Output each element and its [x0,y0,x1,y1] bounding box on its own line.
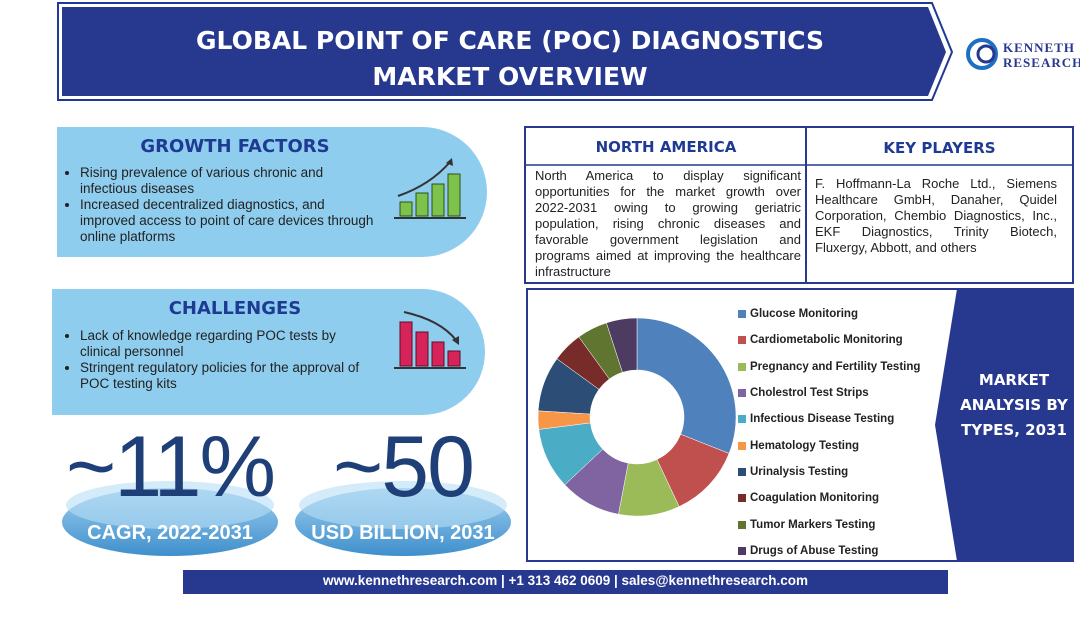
legend-label: Drugs of Abuse Testing [750,544,879,557]
footer-text: www.kennethresearch.com | +1 313 462 060… [322,573,809,588]
logo-mark-inner [976,44,996,64]
north-america-text: North America to display significant opp… [535,168,801,279]
logo-text: KENNETH [1003,40,1076,55]
legend-label: Pregnancy and Fertility Testing [750,360,921,373]
legend-swatch [738,467,746,476]
legend-item: Hematology Testing [738,432,938,458]
legend-swatch [738,415,746,424]
legend-swatch [738,389,746,398]
logo-text: RESEARCH [1003,55,1080,70]
growth-title: GROWTH FACTORS [140,136,330,157]
legend-label: Cardiometabolic Monitoring [750,334,903,347]
legend-item: Infectious Disease Testing [738,406,938,432]
challenges-title: CHALLENGES [168,298,302,319]
challenges-panel [52,289,485,415]
growth-item: Rising prevalence of various chronic and… [80,165,380,197]
donut-segment [606,317,638,373]
legend-swatch [738,310,746,319]
analysis-panel [935,289,1073,561]
header-title: GLOBAL POINT OF CARE (POC) DIAGNOSTICS [196,26,824,55]
header-title: MARKET OVERVIEW [372,62,648,91]
legend-item: Pregnancy and Fertility Testing [738,354,938,380]
challenge-item: Lack of knowledge regarding POC tests by… [80,328,380,360]
legend-swatch [738,520,746,529]
stat-value: ~50 [333,419,475,515]
legend-label: Cholestrol Test Strips [750,387,869,400]
info-box [524,126,1074,284]
analysis-title: MARKET ANALYSIS BY TYPES, 2031 [960,371,1068,439]
growth-list: Rising prevalence of various chronic and… [58,165,380,245]
stat-disc-top [299,481,507,529]
legend-label: Tumor Markers Testing [750,518,876,531]
stat-value: ~11% [66,419,276,515]
legend-label: Glucose Monitoring [750,308,858,321]
legend-item: Cholestrol Test Strips [738,380,938,406]
logo-mark [966,38,998,70]
stat-disc-top [66,481,274,529]
legend-swatch [738,494,746,503]
legend-swatch [738,441,746,450]
legend-label: Urinalysis Testing [750,465,849,478]
stat-label: CAGR, 2022-2031 [87,522,253,544]
key-players-text: F. Hoffmann-La Roche Ltd., Siemens Healt… [815,176,1057,255]
legend-swatch [738,336,746,345]
legend-item: Tumor Markers Testing [738,511,938,537]
donut-chart [537,317,737,517]
decline-icon [394,311,466,369]
legend-swatch [738,362,746,371]
key-players-title: KEY PLAYERS [883,139,996,157]
donut-segment [636,317,737,454]
growth-panel [57,127,487,257]
legend-label: Coagulation Monitoring [750,492,880,505]
legend-item: Urinalysis Testing [738,459,938,485]
legend: Glucose Monitoring Cardiometabolic Monito… [738,301,938,564]
challenges-list: Lack of knowledge regarding POC tests by… [58,328,380,392]
challenge-item: Stringent regulatory policies for the ap… [80,360,380,392]
legend-label: Infectious Disease Testing [750,413,895,426]
footer-bar [183,570,948,594]
growth-icon [394,158,466,219]
stat-label: USD BILLION, 2031 [311,522,495,544]
header-banner [62,7,946,96]
growth-item: Increased decentralized diagnostics, and… [80,197,380,245]
legend-item: Glucose Monitoring [738,301,938,327]
north-america-title: NORTH AMERICA [595,138,737,156]
legend-item: Cardiometabolic Monitoring [738,327,938,353]
legend-swatch [738,546,746,555]
legend-item: Drugs of Abuse Testing [738,538,938,564]
legend-label: Hematology Testing [750,439,860,452]
legend-item: Coagulation Monitoring [738,485,938,511]
